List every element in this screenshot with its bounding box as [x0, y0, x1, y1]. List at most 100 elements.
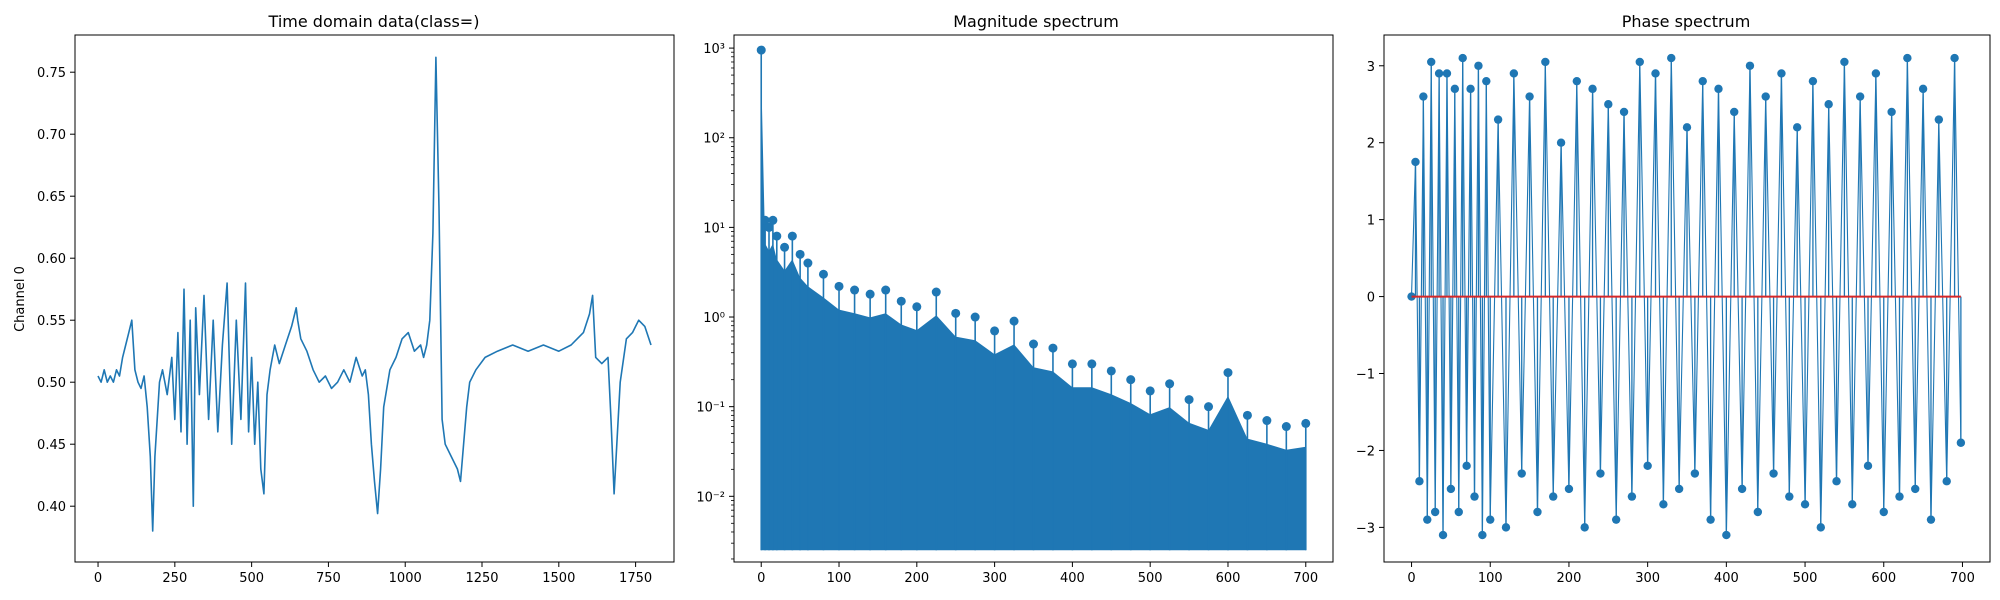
- magnitude-spectrum-stem-marker: [865, 289, 875, 299]
- phase-spectrum-stem-marker: [1517, 469, 1526, 478]
- phase-spectrum-stem-marker: [1446, 484, 1456, 494]
- magnitude-spectrum-stem-marker: [912, 302, 922, 312]
- time-domain-x-tick-label: 250: [162, 571, 187, 586]
- magnitude-spectrum-stem-marker: [760, 215, 770, 225]
- phase-spectrum-stem-marker: [1651, 69, 1660, 78]
- phase-spectrum-x-tick-label: 500: [1793, 571, 1818, 586]
- magnitude-spectrum-stem-marker: [1262, 416, 1272, 426]
- time-domain-plot-area: 0 250 500 750 1000 1250 1500 1750 0.40 0.45 0.50 0.…: [37, 34, 675, 586]
- phase-spectrum-x-tick-label: 600: [1871, 571, 1896, 586]
- phase-spectrum-stem-marker: [1564, 484, 1574, 494]
- magnitude-spectrum-stem-marker: [1126, 375, 1136, 385]
- magnitude-spectrum-stem-marker: [1204, 402, 1214, 412]
- time-domain-y-tick-label: 0.70: [37, 128, 66, 143]
- phase-spectrum-x-tick-label: 0: [1407, 571, 1415, 586]
- magnitude-spectrum-stem-marker: [896, 296, 906, 306]
- magnitude-spectrum-stem-marker: [1009, 316, 1019, 326]
- phase-spectrum-x-tick-label: 700: [1950, 571, 1975, 586]
- phase-spectrum-stem-marker: [1918, 84, 1928, 94]
- phase-spectrum-x-tick-label: 300: [1635, 571, 1660, 586]
- magnitude-spectrum-stem-marker: [1067, 359, 1077, 369]
- phase-spectrum-stem-marker: [1509, 69, 1519, 78]
- phase-spectrum-stem-marker: [1863, 461, 1873, 471]
- phase-spectrum-stem-marker: [1572, 76, 1582, 86]
- magnitude-spectrum-stem-marker: [881, 285, 891, 295]
- phase-spectrum-title: Phase spectrum: [1622, 12, 1751, 31]
- phase-spectrum-stem-marker: [1950, 53, 1959, 63]
- magnitude-spectrum-stem-marker: [787, 231, 797, 241]
- time-domain-x-tick-label: 1500: [542, 571, 575, 586]
- phase-spectrum-stem-marker: [1474, 61, 1483, 70]
- phase-spectrum-stem-marker: [1832, 477, 1841, 486]
- time-domain-x-tick-label: 1750: [619, 571, 652, 586]
- time-domain-series-line: [97, 56, 652, 532]
- time-domain-y-tick-label: 0.65: [37, 190, 66, 205]
- magnitude-spectrum-stem-marker: [803, 258, 813, 268]
- phase-spectrum-stem-marker: [1808, 76, 1818, 86]
- magnitude-spectrum-stem-marker: [1165, 379, 1175, 389]
- phase-spectrum-stem-marker: [1462, 461, 1471, 471]
- magnitude-spectrum-axes-frame: [733, 34, 1334, 563]
- phase-spectrum-stem-marker: [1871, 69, 1881, 78]
- time-domain-x-tick-label: 500: [239, 571, 264, 586]
- magnitude-spectrum-stem-marker: [756, 45, 766, 55]
- phase-spectrum-stem-marker: [1698, 76, 1707, 86]
- phase-spectrum-plot-area: 0 100 200 300 400 500 600 700 −3 −2 −1 0 1 2 3: [1356, 34, 1991, 586]
- magnitude-spectrum-stem-marker: [1048, 343, 1058, 353]
- magnitude-spectrum-x-tick-label: 300: [982, 571, 1007, 586]
- magnitude-spectrum-y-tick-label: 10³: [703, 42, 725, 57]
- phase-spectrum-x-tick-label: 400: [1714, 571, 1739, 586]
- magnitude-spectrum-y-tick-label: 10⁻²: [696, 490, 725, 505]
- time-domain-y-tick-label: 0.75: [37, 66, 66, 81]
- phase-spectrum-stem-outline: [1410, 58, 1962, 536]
- phase-spectrum-stem-marker: [1942, 477, 1951, 486]
- phase-spectrum-panel: Phase spectrum 0 100 200 300 400 500 600 700 −3 −…: [1356, 12, 1991, 586]
- time-domain-y-tick-label: 0.50: [37, 376, 66, 391]
- magnitude-spectrum-stem-marker: [1106, 366, 1116, 376]
- phase-spectrum-stem-marker: [1745, 61, 1755, 70]
- magnitude-spectrum-stem-marker: [990, 326, 1000, 336]
- magnitude-spectrum-stem-marker: [1281, 422, 1291, 432]
- magnitude-spectrum-panel: Magnitude spectrum 0 100 200 300 400 500 600 70…: [696, 12, 1334, 586]
- magnitude-spectrum-y-tick-label: 10¹: [703, 221, 725, 236]
- time-domain-axes-frame: [74, 34, 675, 563]
- magnitude-spectrum-stem-marker: [931, 287, 941, 297]
- phase-spectrum-stem-marker: [1714, 84, 1723, 94]
- phase-spectrum-y-tick-label: −1: [1356, 368, 1375, 383]
- time-domain-y-tick-label: 0.55: [37, 314, 66, 329]
- time-domain-x-tick-label: 1000: [389, 571, 422, 586]
- magnitude-spectrum-stem-marker: [1223, 368, 1233, 378]
- phase-spectrum-stem-marker: [1674, 484, 1684, 494]
- magnitude-spectrum-x-tick-label: 400: [1060, 571, 1085, 586]
- phase-spectrum-stem-marker: [1667, 53, 1676, 63]
- magnitude-spectrum-stem-marker: [768, 215, 778, 225]
- magnitude-spectrum-stem-marker: [1242, 410, 1252, 420]
- magnitude-spectrum-x-tick-label: 600: [1216, 571, 1241, 586]
- phase-spectrum-x-tick-label: 100: [1478, 571, 1503, 586]
- phase-spectrum-y-tick-label: 3: [1367, 60, 1375, 75]
- phase-spectrum-stem-marker: [1450, 84, 1460, 94]
- phase-spectrum-y-tick-label: 2: [1367, 137, 1375, 152]
- magnitude-spectrum-stem-marker: [1301, 418, 1311, 428]
- magnitude-spectrum-stem-marker: [772, 231, 782, 241]
- time-domain-x-tick-label: 0: [94, 571, 102, 586]
- phase-spectrum-stem-marker: [1643, 461, 1652, 471]
- phase-spectrum-stem-marker: [1737, 484, 1747, 494]
- magnitude-spectrum-y-tick-label: 10²: [703, 132, 725, 147]
- time-domain-panel: Time domain data(class=) Channel 0 0 250 5…: [13, 12, 675, 586]
- magnitude-spectrum-stem-marker: [1184, 395, 1194, 405]
- magnitude-spectrum-x-tick-label: 500: [1138, 571, 1163, 586]
- phase-spectrum-stem-marker: [1482, 76, 1491, 86]
- phase-spectrum-x-tick-label: 200: [1557, 571, 1582, 586]
- magnitude-spectrum-stem-marker: [795, 249, 805, 259]
- phase-spectrum-y-tick-label: −2: [1356, 444, 1375, 459]
- phase-spectrum-stem-marker: [1588, 84, 1597, 94]
- phase-spectrum-axes-frame: [1383, 34, 1991, 563]
- magnitude-spectrum-x-tick-label: 700: [1293, 571, 1318, 586]
- phase-spectrum-stem-marker: [1777, 69, 1786, 78]
- magnitude-spectrum-stem-marker: [1145, 386, 1155, 396]
- magnitude-spectrum-stem-marker: [1087, 359, 1097, 369]
- magnitude-spectrum-stem-marker: [834, 281, 844, 291]
- magnitude-spectrum-x-tick-label: 100: [827, 571, 852, 586]
